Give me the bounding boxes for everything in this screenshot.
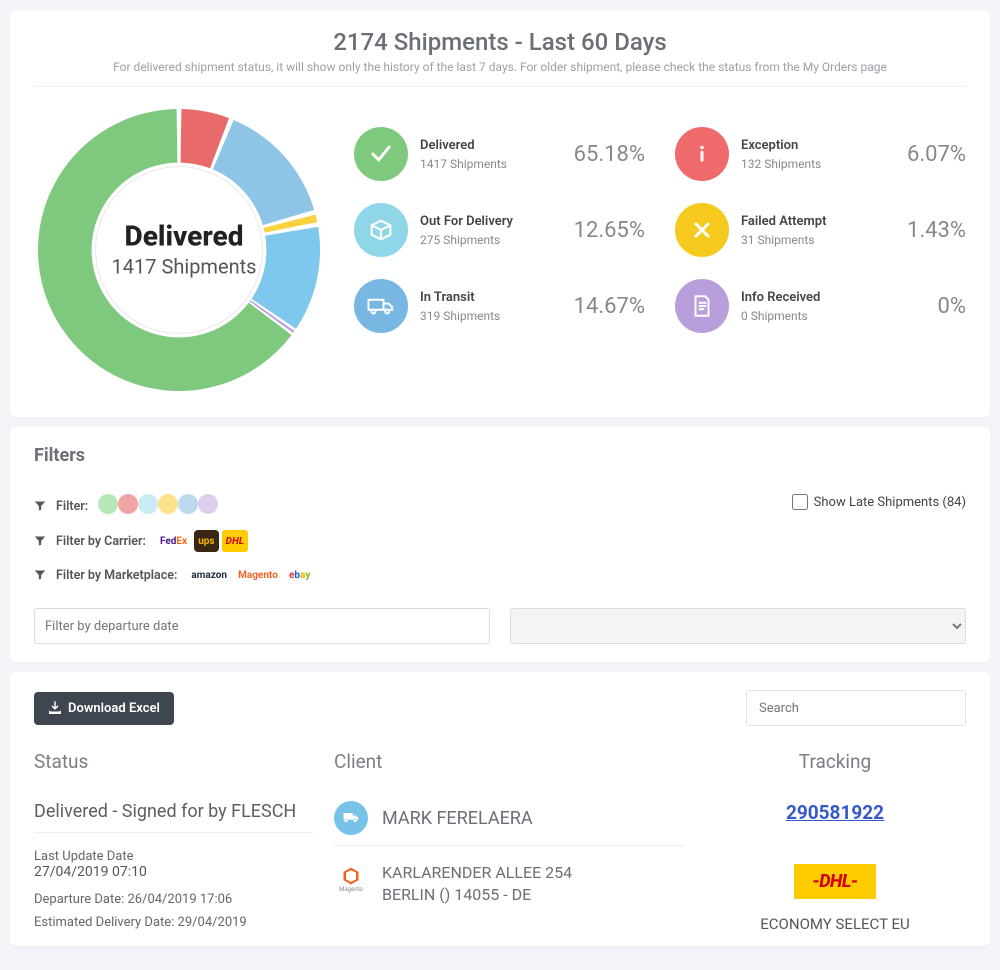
filter-status-transit[interactable] <box>178 494 198 514</box>
filters-card: Filters Filter: Filter by Carrier: FedEx… <box>10 427 990 662</box>
col-tracking: Tracking <box>704 750 966 773</box>
donut-center: Delivered 1417 Shipments <box>112 220 257 279</box>
address-line-2: BERLIN () 14055 - DE <box>382 884 572 906</box>
col-status: Status <box>34 750 334 773</box>
filter-marketplace-label: Filter by Marketplace: <box>56 568 177 583</box>
donut-chart: Delivered 1417 Shipments <box>34 105 334 399</box>
filter-carrier-fedex[interactable]: FedEx <box>156 530 191 552</box>
last-update-value: 27/04/2019 07:10 <box>34 864 314 880</box>
filter-marketplace-row: Filter by Marketplace: amazon Magento eb… <box>34 564 314 586</box>
show-late-checkbox[interactable]: Show Late Shipments (84) <box>792 494 966 510</box>
show-late-label: Show Late Shipments (84) <box>814 495 966 510</box>
last-update-label: Last Update Date <box>34 849 314 864</box>
check-icon <box>354 127 408 181</box>
filter-carrier-ups[interactable]: ups <box>194 530 218 552</box>
stat-delivered: Delivered1417 Shipments 65.18% <box>354 127 645 181</box>
filter-status-delivered[interactable] <box>98 494 118 514</box>
download-icon <box>48 701 62 715</box>
carrier-badge: -DHL- <box>794 864 875 899</box>
filters-title: Filters <box>34 445 966 466</box>
departure-date: Departure Date: 26/04/2019 17:06 <box>34 892 314 907</box>
donut-center-sub: 1417 Shipments <box>112 255 257 279</box>
box-icon <box>354 203 408 257</box>
table-row: Delivered - Signed for by FLESCH Last Up… <box>34 801 966 938</box>
stats-grid: Delivered1417 Shipments 65.18% Exception… <box>354 127 966 333</box>
filter-carrier-row: Filter by Carrier: FedEx ups DHL <box>34 530 314 552</box>
truck-icon <box>334 801 368 835</box>
client-name: MARK FERELAERA <box>382 808 533 829</box>
filter-status-failed[interactable] <box>158 494 178 514</box>
cross-icon <box>675 203 729 257</box>
download-label: Download Excel <box>68 701 160 716</box>
stat-exception: Exception132 Shipments 6.07% <box>675 127 966 181</box>
col-client: Client <box>334 750 704 773</box>
filter-label: Filter: <box>56 499 88 514</box>
filter-select[interactable] <box>510 608 966 644</box>
service-name: ECONOMY SELECT EU <box>704 915 966 933</box>
filter-carrier-dhl[interactable]: DHL <box>222 530 248 552</box>
doc-icon <box>675 279 729 333</box>
stat-out: Out For Delivery275 Shipments 12.65% <box>354 203 645 257</box>
address-line-1: KARLARENDER ALLEE 254 <box>382 862 572 884</box>
truck-icon <box>354 279 408 333</box>
magento-icon: Magento <box>334 862 368 896</box>
departure-date-input[interactable] <box>34 608 490 644</box>
summary-title: 2174 Shipments - Last 60 Days <box>34 28 966 56</box>
summary-subtitle: For delivered shipment status, it will s… <box>34 60 966 74</box>
divider <box>34 86 966 87</box>
info-icon <box>675 127 729 181</box>
filter-status-out[interactable] <box>138 494 158 514</box>
filter-status-row: Filter: <box>34 494 314 518</box>
donut-center-title: Delivered <box>112 220 257 253</box>
download-excel-button[interactable]: Download Excel <box>34 692 174 725</box>
table-header: Status Client Tracking <box>34 750 966 781</box>
stat-failed: Failed Attempt31 Shipments 1.43% <box>675 203 966 257</box>
funnel-icon <box>34 569 46 581</box>
filter-status-info[interactable] <box>198 494 218 514</box>
results-card: Download Excel Status Client Tracking De… <box>10 672 990 946</box>
summary-card: 2174 Shipments - Last 60 Days For delive… <box>10 10 990 417</box>
filter-marketplace-ebay[interactable]: ebay <box>285 564 314 586</box>
stat-transit: In Transit319 Shipments 14.67% <box>354 279 645 333</box>
search-input[interactable] <box>746 690 966 726</box>
filter-marketplace-amazon[interactable]: amazon <box>187 564 231 586</box>
status-text: Delivered - Signed for by FLESCH <box>34 801 314 822</box>
filter-marketplace-magento[interactable]: Magento <box>234 564 282 586</box>
estimated-date: Estimated Delivery Date: 29/04/2019 <box>34 915 314 930</box>
funnel-icon <box>34 500 46 512</box>
filter-carrier-label: Filter by Carrier: <box>56 534 146 549</box>
funnel-icon <box>34 535 46 547</box>
stat-info: Info Received0 Shipments 0% <box>675 279 966 333</box>
filter-status-exception[interactable] <box>118 494 138 514</box>
show-late-input[interactable] <box>792 494 808 510</box>
tracking-link[interactable]: 290581922 <box>786 801 884 824</box>
